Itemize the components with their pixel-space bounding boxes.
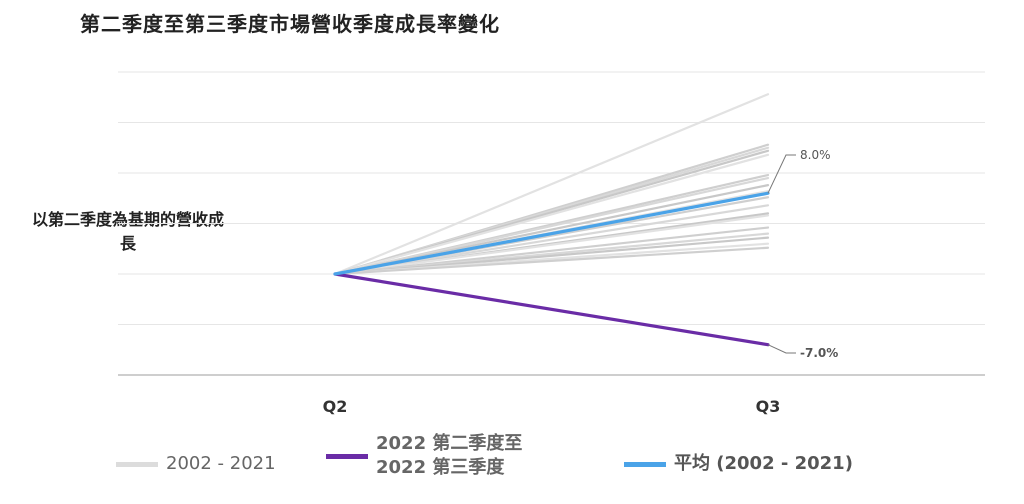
data-label-leader — [767, 344, 796, 354]
legend-swatch-average — [624, 461, 666, 467]
legend-swatch-historical — [116, 461, 158, 467]
historical-series-line — [333, 246, 770, 276]
historical-series-line — [333, 214, 770, 276]
data-label-leader — [767, 154, 796, 194]
legend-item-average: 平均 (2002 - 2021) — [624, 452, 853, 476]
legend-swatch-2022 — [326, 453, 368, 459]
y-axis-label: 以第二季度為基期的營收成長 — [31, 210, 224, 253]
legend-label-average: 平均 (2002 - 2021) — [674, 453, 853, 474]
x-tick-label: Q2 — [323, 397, 348, 416]
chart-title: 第二季度至第三季度市場營收季度成長率變化 — [80, 12, 500, 36]
legend-label-2022-line1: 2022 第二季度至 — [376, 433, 523, 454]
data-label-average: 8.0% — [800, 148, 831, 162]
historical-series-line — [333, 176, 770, 276]
x-tick-label: Q3 — [756, 397, 781, 416]
line-chart: Q2 Q3 -7.0% 8.0% — [118, 71, 985, 416]
historical-series-line — [333, 93, 770, 276]
legend-item-historical: 2002 - 2021 — [116, 452, 276, 476]
legend: 2002 - 2021 2022 第二季度至 2022 第三季度 平均 (200… — [0, 432, 1024, 502]
series-line-2022 — [333, 272, 770, 347]
historical-series-line — [333, 204, 770, 276]
legend-label-2022-line2: 2022 第三季度 — [376, 457, 505, 478]
data-label-2022: -7.0% — [800, 346, 838, 360]
series-line-average — [333, 191, 770, 276]
legend-item-2022: 2022 第二季度至 2022 第三季度 — [326, 432, 522, 480]
legend-label-historical: 2002 - 2021 — [166, 453, 276, 474]
historical-series-line — [333, 153, 770, 276]
